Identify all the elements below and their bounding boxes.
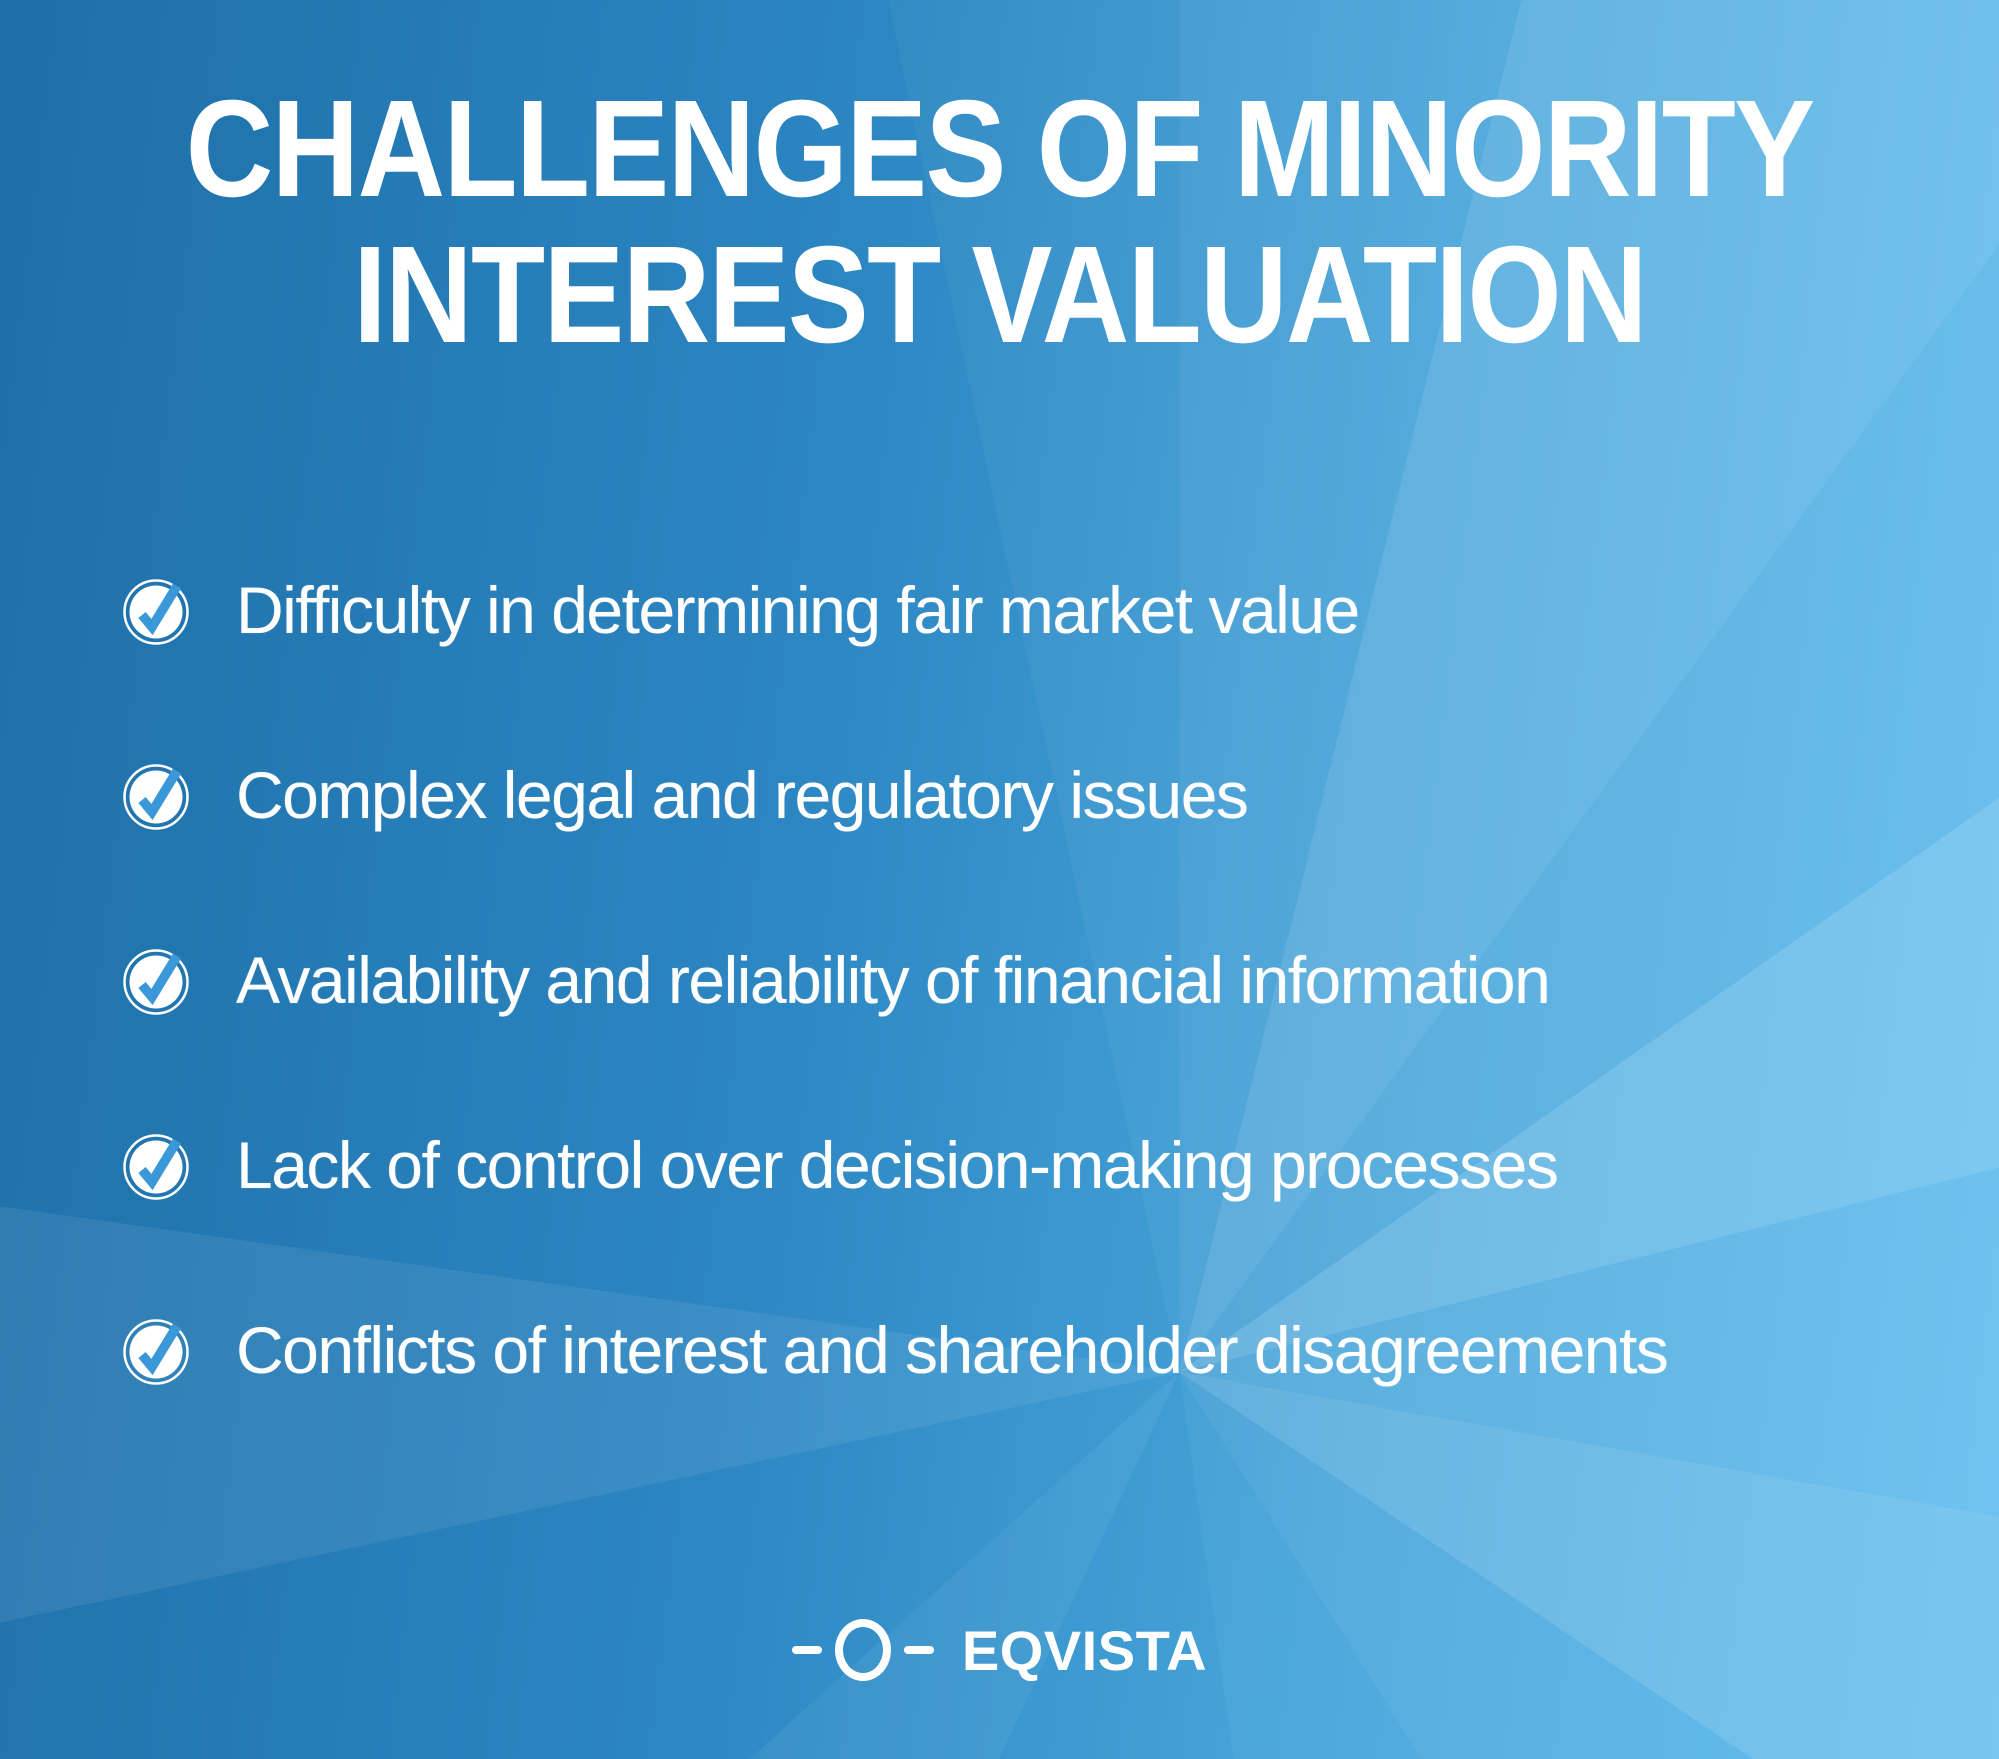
check-icon [122, 761, 190, 830]
list-item-label: Availability and reliability of financia… [236, 943, 1551, 1017]
list-item-label: Lack of control over decision-making pro… [236, 1128, 1559, 1202]
circle-dash-logo-icon [791, 1619, 934, 1681]
check-icon [122, 946, 190, 1015]
logo-circle [834, 1619, 891, 1681]
title-line-1: CHALLENGES OF MINORITY [185, 72, 1815, 226]
list-item: Lack of control over decision-making pro… [122, 1123, 1959, 1207]
list-item-label: Conflicts of interest and shareholder di… [236, 1313, 1669, 1387]
challenges-list: Difficulty in determining fair market va… [122, 568, 1959, 1493]
list-item: Difficulty in determining fair market va… [122, 568, 1959, 652]
logo-dash-right [903, 1646, 934, 1654]
list-item: Complex legal and regulatory issues [122, 753, 1959, 837]
list-item-label: Difficulty in determining fair market va… [236, 573, 1360, 647]
page-title: CHALLENGES OF MINORITY INTEREST VALUATIO… [120, 76, 1879, 369]
logo-dash-left [791, 1646, 822, 1654]
list-item: Availability and reliability of financia… [122, 938, 1959, 1022]
check-icon [122, 576, 190, 645]
title-line-2: INTEREST VALUATION [353, 218, 1648, 373]
list-item: Conflicts of interest and shareholder di… [122, 1308, 1959, 1392]
brand-footer: EQVISTA [0, 1616, 1999, 1684]
list-item-label: Complex legal and regulatory issues [236, 758, 1249, 832]
check-icon [122, 1316, 190, 1385]
check-icon [122, 1131, 190, 1200]
brand-name: EQVISTA [961, 1618, 1208, 1682]
